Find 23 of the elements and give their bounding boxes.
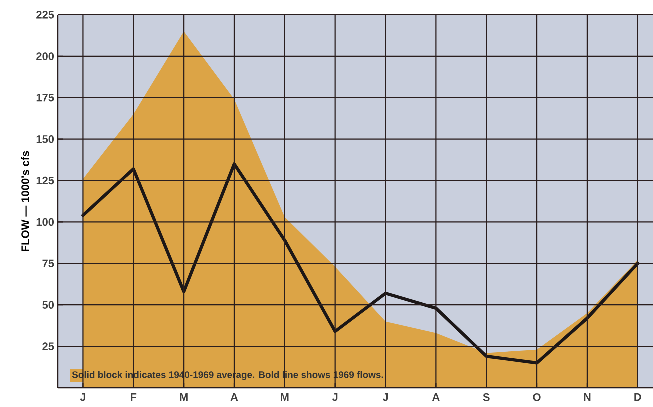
y-tick-label: 50 — [42, 301, 54, 309]
y-tick-label: 25 — [42, 342, 54, 350]
y-tick-label: 175 — [36, 94, 54, 102]
x-tick-label: A — [432, 394, 440, 402]
x-tick-label: J — [382, 394, 388, 402]
x-tick-label: M — [180, 394, 188, 402]
y-axis-title: FLOW — 1000's cfs — [21, 151, 30, 252]
y-tick-label: 200 — [36, 52, 54, 60]
x-tick-label: S — [483, 394, 490, 402]
x-tick-label: A — [230, 394, 238, 402]
y-tick-label: 100 — [36, 218, 54, 226]
x-tick-label: F — [131, 394, 137, 402]
x-tick-label: J — [332, 394, 338, 402]
line-series — [82, 162, 640, 365]
y-tick-label: 75 — [42, 260, 54, 268]
y-tick-label: 225 — [36, 11, 54, 19]
x-tick-label: D — [634, 394, 642, 402]
x-tick-label: M — [281, 394, 289, 402]
y-tick-label: 125 — [36, 176, 54, 185]
x-tick-label: N — [584, 394, 591, 402]
x-tick-label: J — [80, 394, 86, 402]
x-tick-label: O — [533, 394, 541, 402]
y-tick-label: 150 — [36, 135, 54, 144]
